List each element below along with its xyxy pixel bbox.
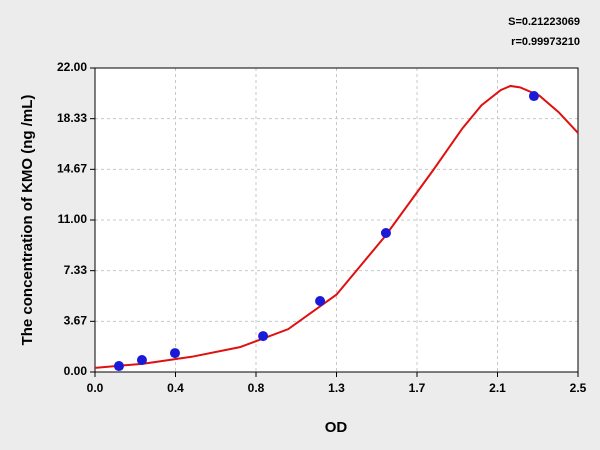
data-point [528, 91, 539, 102]
x-tick-label: 1.3 [328, 381, 345, 395]
data-point [258, 331, 269, 342]
y-tick-label: 14.67 [57, 162, 87, 176]
y-tick-label: 7.33 [64, 263, 88, 277]
x-tick-label: 0.8 [248, 381, 265, 395]
y-tick-label: 22.00 [57, 60, 87, 74]
data-point [380, 227, 391, 238]
x-tick-label: 2.1 [489, 381, 506, 395]
x-axis-label: OD [325, 419, 348, 436]
y-tick-label: 18.33 [57, 111, 87, 125]
y-tick-label: 11.00 [58, 212, 88, 226]
annotation: r=0.99973210 [511, 36, 580, 48]
data-point [136, 354, 147, 365]
x-tick-label: 0.4 [167, 381, 184, 395]
plot-frame [94, 67, 579, 373]
annotation: S=0.21223069 [508, 16, 580, 28]
data-point [315, 295, 326, 306]
fit-curve [95, 84, 578, 369]
data-point [113, 361, 124, 372]
y-axis-label: The concentration of KMO (ng /mL) [19, 95, 36, 346]
x-tick-label: 0.0 [87, 381, 104, 395]
y-tick-label: 0.00 [64, 364, 88, 378]
y-tick-label: 3.67 [64, 314, 88, 328]
data-point [169, 348, 180, 359]
x-tick-label: 1.7 [409, 381, 426, 395]
x-tick-label: 2.5 [570, 381, 587, 395]
